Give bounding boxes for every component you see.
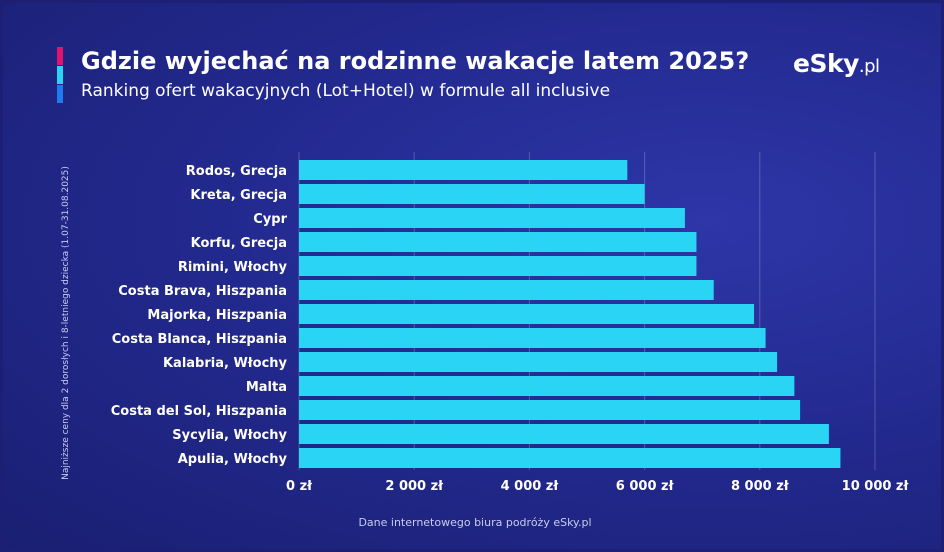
tick-label-layer: 0 zł 2 000 zł 4 000 zł 6 000 zł 8 000 zł 10 0… [286,479,909,494]
x-tick-label: 10 000 zł [842,479,910,494]
category-label: Kreta, Grecja [190,188,287,203]
category-label: Korfu, Grecja [191,236,287,251]
bar [299,256,697,276]
accent-bar-cyan [57,66,63,84]
bar [299,448,841,468]
category-label: Apulia, Włochy [178,452,288,467]
category-label: Costa del Sol, Hiszpania [111,404,287,419]
category-label: Rodos, Grecja [186,164,287,179]
source-note: Dane internetowego biura podróży eSky.pl [358,516,592,529]
logo-main-text: eSky [793,49,859,78]
x-tick-label: 4 000 zł [501,479,560,494]
logo-suffix-text: .pl [858,56,880,77]
bar [299,328,766,348]
category-label: Kalabria, Włochy [163,356,288,371]
category-label: Malta [246,380,287,395]
bar-layer [299,160,841,468]
chart-title: Gdzie wyjechać na rodzinne wakacje latem… [81,47,750,75]
category-label: Rimini, Włochy [178,260,288,275]
bar [299,232,697,252]
bar [299,376,795,396]
bar-chart: Rodos, Grecja Kreta, Grecja Cypr Korfu, Gre… [111,152,910,494]
category-label: Cypr [253,212,287,227]
chart-subtitle: Ranking ofert wakacyjnych (Lot+Hotel) w … [81,81,611,101]
accent-bar-blue [57,85,63,103]
accent-bar-magenta [57,47,63,65]
x-tick-label: 0 zł [286,479,313,494]
x-tick-label: 6 000 zł [616,479,675,494]
category-label: Costa Brava, Hiszpania [118,284,287,299]
bar [299,400,801,420]
bar [299,160,628,180]
bar [299,424,829,444]
bar [299,208,685,228]
bar [299,352,778,372]
category-label-layer: Rodos, Grecja Kreta, Grecja Cypr Korfu, Gre… [111,164,288,467]
x-tick-label: 2 000 zł [385,479,444,494]
category-label: Costa Blanca, Hiszpania [112,332,287,347]
x-tick-label: 8 000 zł [731,479,790,494]
esky-logo: eSky.pl [793,49,880,78]
bar [299,280,714,300]
category-label: Majorka, Hiszpania [147,308,287,323]
category-label: Sycylia, Włochy [172,428,287,443]
bar [299,184,645,204]
bar [299,304,755,324]
